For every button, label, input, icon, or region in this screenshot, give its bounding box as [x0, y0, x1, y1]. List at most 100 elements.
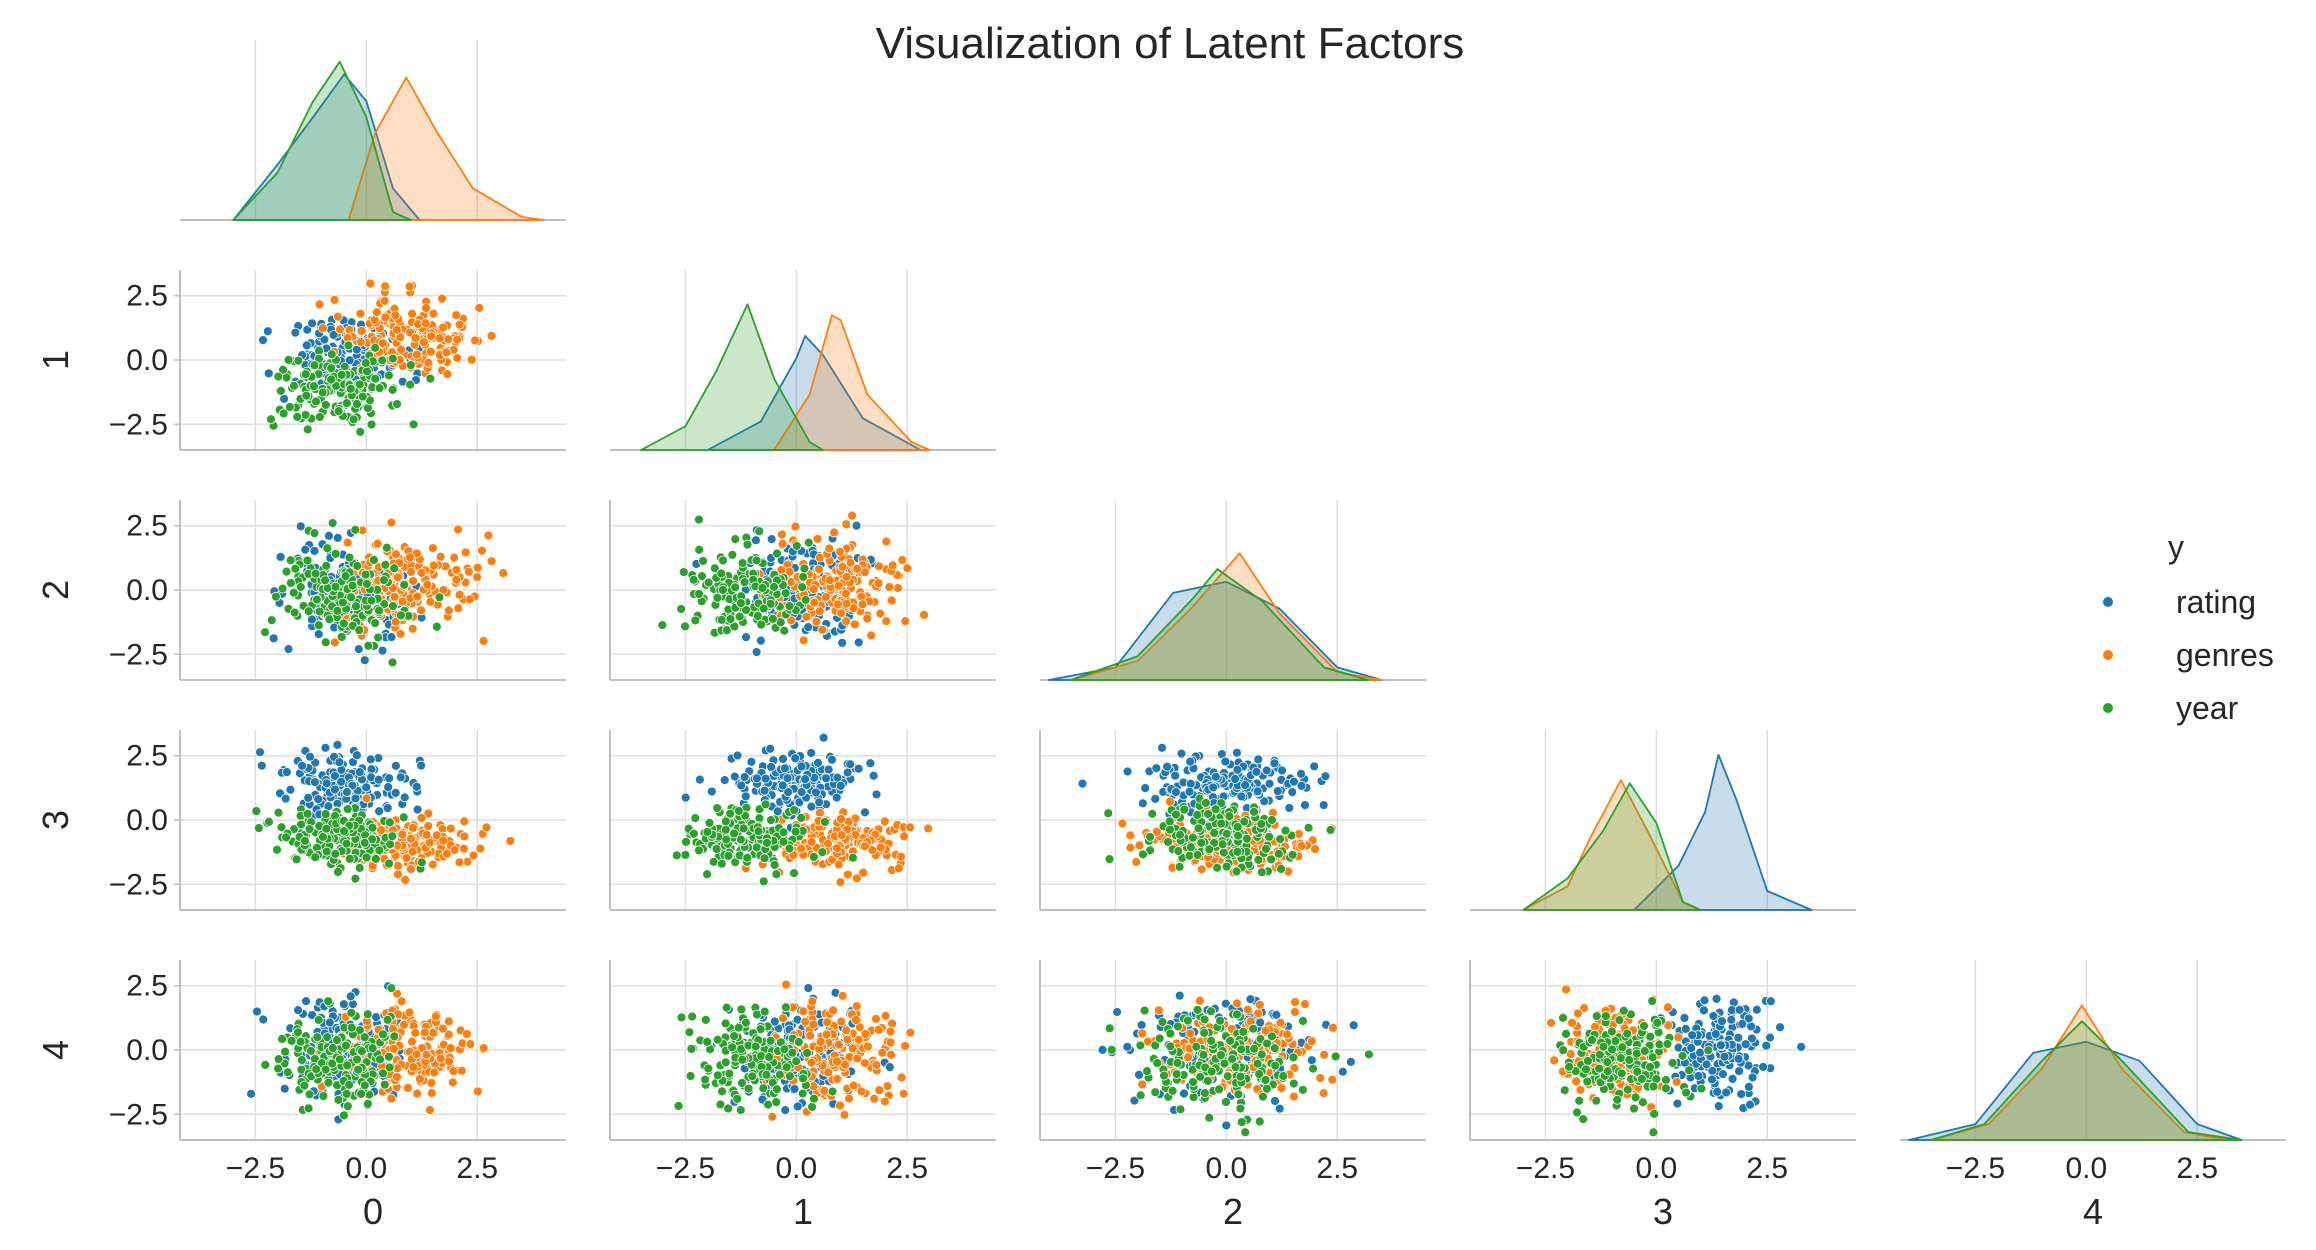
point-year	[345, 383, 356, 394]
point-year	[387, 353, 398, 364]
point-year	[352, 399, 362, 409]
point-year	[300, 835, 310, 846]
panel-4-2: −2.5 0.0 2.52	[1039, 960, 1426, 1232]
point-year	[374, 383, 385, 394]
point-genres	[389, 591, 400, 602]
point-year	[1256, 819, 1267, 829]
point-year	[1206, 1006, 1216, 1017]
point-year	[1256, 1049, 1267, 1060]
point-genres	[841, 598, 852, 609]
point-rating	[353, 644, 364, 655]
point-year	[673, 1101, 684, 1111]
point-year	[750, 1041, 761, 1052]
point-rating	[374, 806, 384, 817]
point-year	[780, 1002, 791, 1013]
point-rating	[1775, 1022, 1785, 1033]
point-year	[1232, 846, 1243, 857]
point-genres	[396, 344, 406, 355]
point-year	[791, 1056, 802, 1067]
point-genres	[423, 357, 434, 368]
point-year	[323, 996, 334, 1007]
point-year	[341, 1040, 351, 1051]
point-year	[720, 816, 731, 827]
point-year	[1231, 866, 1242, 877]
point-year	[720, 1057, 731, 1068]
point-year	[278, 408, 289, 419]
point-rating	[300, 544, 311, 555]
point-rating	[780, 1105, 791, 1116]
point-rating	[382, 803, 393, 813]
point-year	[310, 852, 321, 863]
point-year	[747, 1071, 758, 1082]
point-rating	[1687, 1030, 1698, 1041]
point-year	[1273, 848, 1284, 859]
point-rating	[760, 773, 771, 784]
point-year	[718, 555, 728, 566]
point-genres	[1289, 1091, 1299, 1102]
point-rating	[845, 759, 856, 770]
point-year	[1233, 1089, 1244, 1100]
point-year	[757, 583, 768, 593]
point-rating	[1734, 1004, 1745, 1015]
point-genres	[390, 310, 401, 321]
point-rating	[860, 807, 870, 818]
point-rating	[1727, 1074, 1738, 1084]
point-year	[1104, 1023, 1115, 1034]
point-year	[1154, 1033, 1165, 1044]
point-year	[1138, 849, 1148, 860]
point-year	[800, 594, 811, 605]
point-genres	[871, 1060, 882, 1070]
point-year	[295, 582, 306, 592]
point-year	[310, 568, 321, 579]
point-genres	[451, 310, 462, 321]
point-genres	[486, 330, 497, 341]
point-genres	[1282, 1029, 1293, 1040]
point-genres	[443, 334, 454, 345]
point-rating	[1701, 1059, 1712, 1070]
point-year	[356, 1046, 367, 1057]
point-genres	[1242, 1004, 1253, 1015]
point-year	[1183, 1015, 1193, 1026]
point-rating	[884, 1062, 895, 1073]
point-rating	[258, 1014, 269, 1025]
point-genres	[314, 299, 325, 310]
point-year	[1287, 849, 1298, 860]
point-rating	[309, 545, 320, 556]
point-year	[386, 983, 397, 994]
y-tick-label: −2.5	[109, 868, 168, 901]
point-genres	[407, 822, 418, 833]
point-genres	[475, 843, 486, 854]
point-year	[1199, 1014, 1210, 1025]
point-year	[370, 618, 381, 628]
point-year	[320, 637, 331, 648]
point-rating	[790, 753, 801, 764]
point-year	[1249, 1043, 1260, 1054]
point-genres	[464, 594, 475, 605]
point-genres	[426, 331, 437, 342]
point-year	[680, 621, 690, 632]
point-year	[756, 1050, 767, 1061]
point-year	[387, 384, 398, 395]
point-genres	[408, 1062, 419, 1073]
point-year	[327, 518, 338, 529]
point-year	[260, 627, 270, 638]
point-rating	[680, 792, 691, 803]
point-rating	[301, 340, 312, 351]
point-rating	[732, 750, 743, 761]
point-year	[807, 1102, 817, 1112]
point-year	[1152, 1058, 1163, 1068]
point-rating	[332, 739, 343, 750]
point-rating	[741, 632, 751, 643]
panel-1-1	[610, 270, 996, 451]
point-rating	[416, 760, 427, 771]
point-genres	[832, 1074, 843, 1084]
point-year	[1173, 1021, 1183, 1032]
point-genres	[923, 823, 934, 834]
point-year	[1174, 861, 1185, 872]
point-rating	[736, 780, 747, 791]
point-rating	[262, 326, 273, 337]
point-genres	[815, 1036, 826, 1047]
point-year	[1187, 832, 1198, 843]
point-year	[396, 610, 406, 621]
point-year	[1232, 822, 1243, 832]
